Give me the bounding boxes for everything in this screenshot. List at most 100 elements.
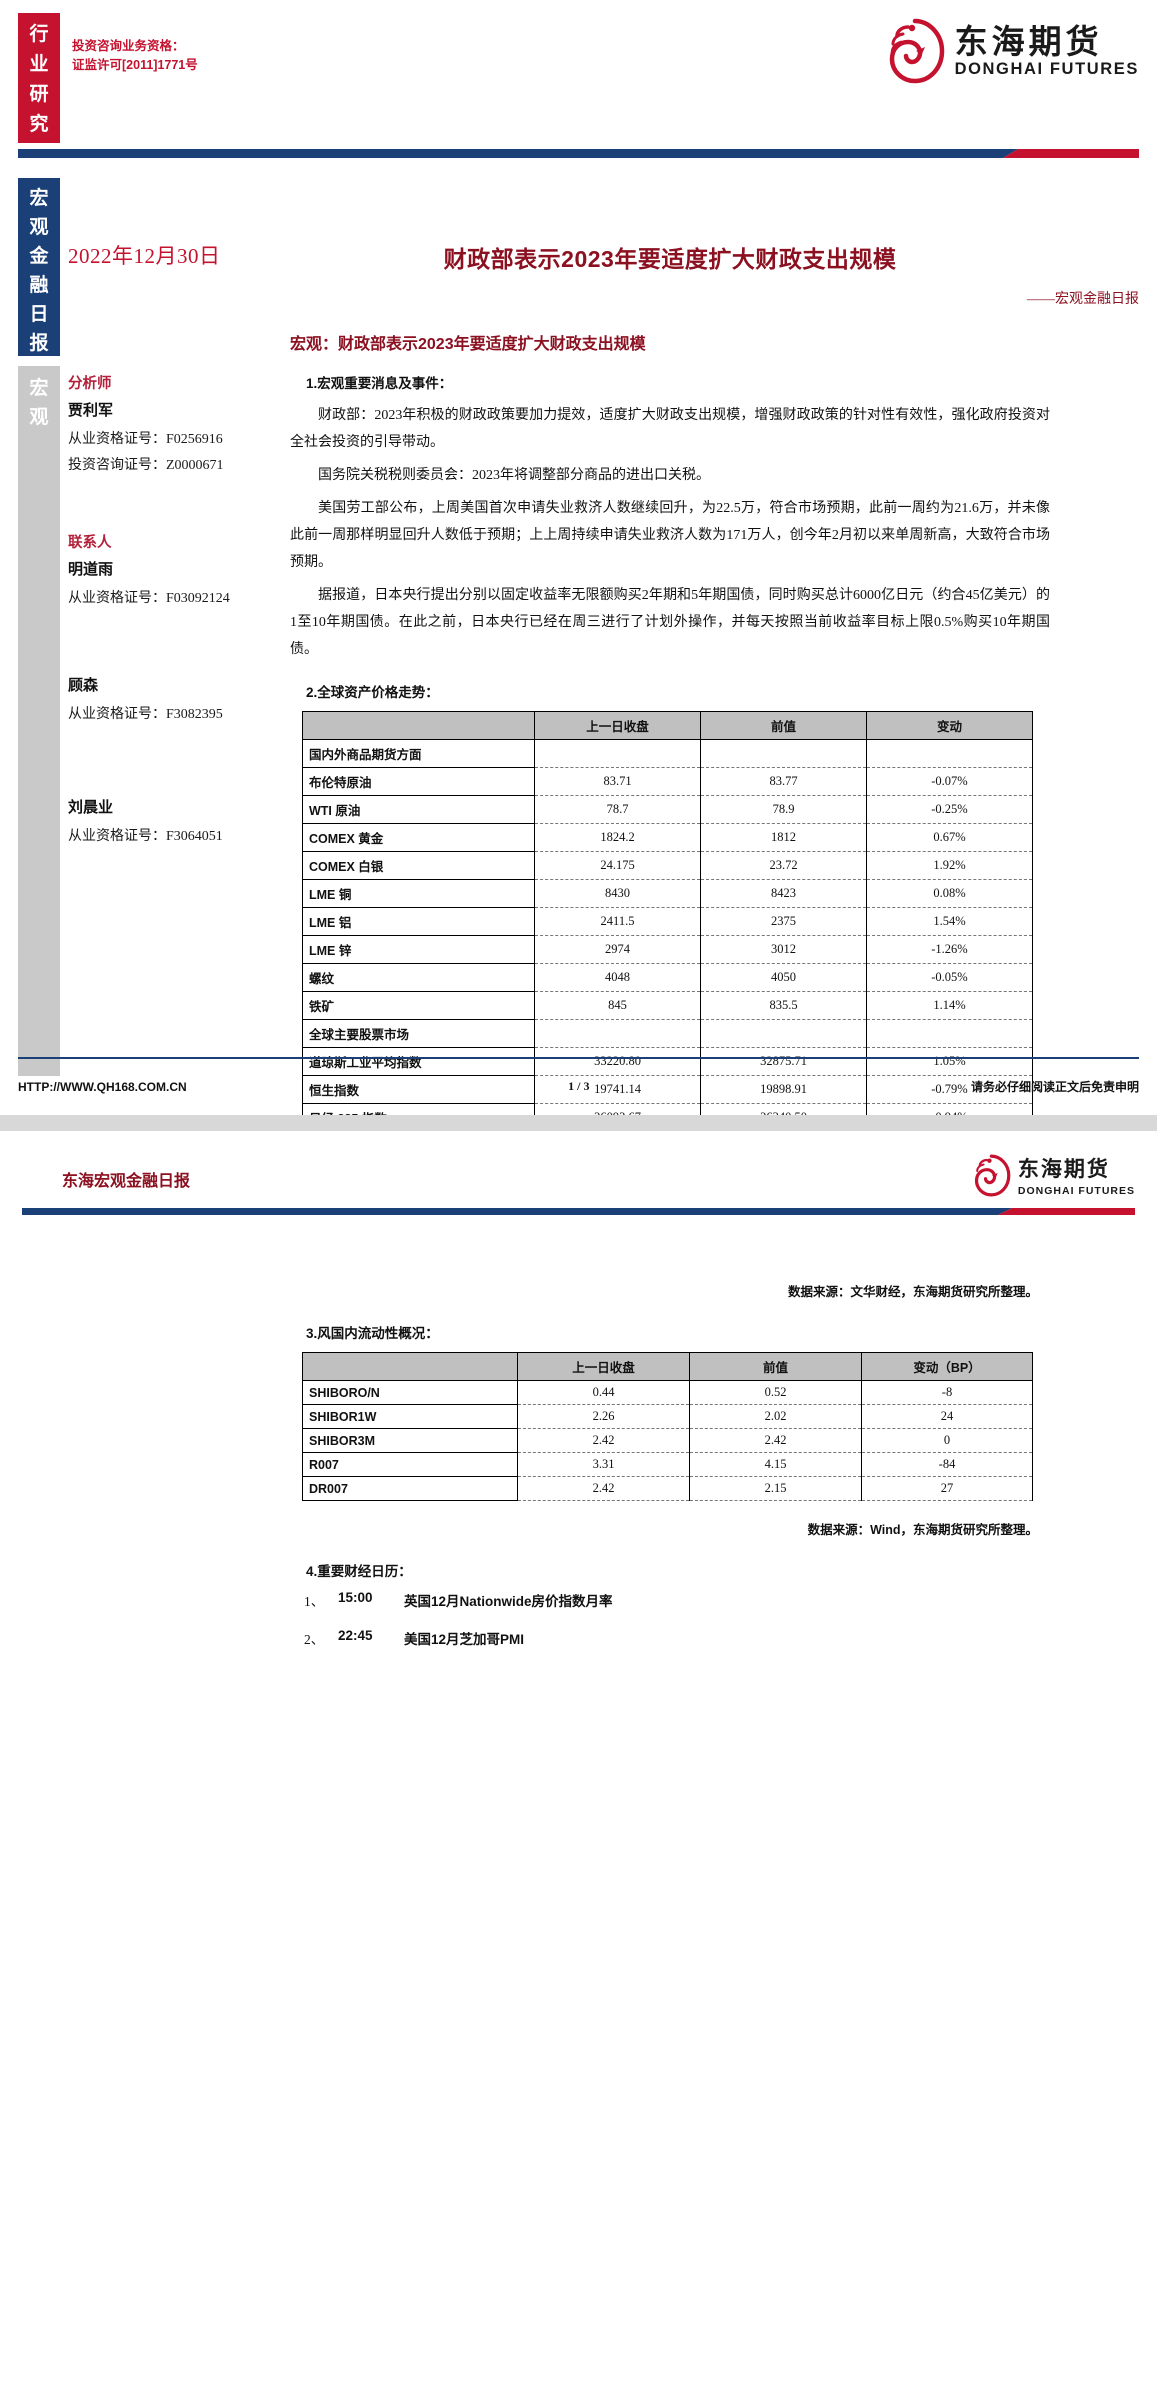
cell-asset-name: COMEX 白银 [302,851,535,880]
cell-close: 0.44 [517,1380,690,1405]
tab2-char-1: 宏 [29,188,49,209]
cell-close: 2.26 [517,1404,690,1429]
brand-name-en: DONGHAI FUTURES [1017,1185,1135,1197]
cell-close: 2411.5 [534,907,701,936]
analyst-block: 联系人 明道雨 从业资格证号：F03092124 [68,531,283,612]
section-title: 宏观：财政部表示2023年要适度扩大财政支出规模 [290,336,646,353]
tab3-char-1: 宏 [29,378,49,399]
tab-industry-research: 行 业 研 究 [18,13,60,143]
cell-close: 8430 [534,879,701,908]
page-number: 1 / 3 [568,1079,590,1093]
brand-name-cn: 东海期货 [1017,1158,1110,1181]
liquidity-table-wrap: 上一日收盘 前值 变动（BP） SHIBORO/N 0.44 0.52 -8 SHIBO… [302,1352,1033,1501]
analyst-cert: 从业资格证号：F3064051 [68,829,223,844]
cell-prev: 83.77 [700,767,867,796]
cell-asset-name: 全球主要股票市场 [302,1019,535,1048]
cell-rate-name: R007 [302,1452,518,1477]
cell-close: 1824.2 [534,823,701,852]
calendar-time: 15:00 [338,1590,373,1605]
calendar-event: 英国12月Nationwide房价指数月率 [404,1594,613,1609]
cell-close: 2.42 [517,1476,690,1501]
global-asset-price-table: 上一日收盘 前值 变动 国内外商品期货方面 布伦特原油 83.71 83.77 -0.0… [302,711,1033,1115]
cell-change: -0.07% [866,767,1033,796]
table-row: COMEX 白银 24.175 23.72 1.92% [302,851,1033,880]
table-row: SHIBORO/N 0.44 0.52 -8 [302,1380,1033,1405]
analyst-sidebar: 分析师 贾利军 从业资格证号：F0256916 投资咨询证号：Z0000671 … [68,372,283,884]
cell-prev: 8423 [700,879,867,908]
table-row: DR007 2.42 2.15 27 [302,1476,1033,1501]
cell-close: 2.42 [517,1428,690,1453]
liquidity-table: 上一日收盘 前值 变动（BP） SHIBORO/N 0.44 0.52 -8 SHIBO… [302,1352,1033,1501]
brand-logo: 东海期货 DONGHAI FUTURES [885,18,1139,84]
tab2-char-4: 融 [29,275,49,296]
cell-change: 1.14% [866,991,1033,1020]
tab-char-1: 行 [29,24,49,45]
cell-rate-name: SHIBOR1W [302,1404,518,1429]
cell-change: -8 [861,1380,1033,1405]
analyst-name: 明道雨 [68,561,114,578]
page-gap [0,1115,1157,1131]
cell-close: 78.7 [534,795,701,824]
dragon-logo-icon [889,18,944,84]
page2-divider-rule [22,1208,1135,1215]
cell-prev: 2.42 [689,1428,862,1453]
subsection-liquidity-heading: 3.风国内流动性概况： [306,1326,439,1341]
liquidity-table-body: SHIBORO/N 0.44 0.52 -8 SHIBOR1W 2.26 2.02 24 SHI… [302,1380,1033,1501]
table-row: 恒生指数 19741.14 19898.91 -0.79% [302,1075,1033,1104]
cell-asset-name: 布伦特原油 [302,767,535,796]
analyst-name: 顾森 [68,677,99,694]
cell-asset-name: 铁矿 [302,991,535,1020]
news-paragraph: 据报道，日本央行提出分别以固定收益率无限额购买2年期和5年期国债，同时购买总计6… [290,588,1050,657]
cell-close: 4048 [534,963,701,992]
footer-disclaimer: 请务必仔细阅读正文后免责申明 [970,1080,1139,1094]
cell-change: 27 [861,1476,1033,1501]
cell-prev [700,1019,867,1048]
qualification-line-1: 投资咨询业务资格： [72,39,185,53]
page-title: 财政部表示2023年要适度扩大财政支出规模 [443,246,897,272]
analyst-role: 分析师 [68,376,112,392]
tab2-char-6: 报 [29,333,49,354]
report-date: 2022年12月30日 [68,244,221,268]
footer-url[interactable]: HTTP://WWW.QH168.COM.CN [18,1079,187,1094]
table-row: LME 铜 8430 8423 0.08% [302,879,1033,908]
tab-char-4: 究 [29,114,49,135]
col-header-prev: 前值 [700,711,867,740]
table-row: COMEX 黄金 1824.2 1812 0.67% [302,823,1033,852]
cell-asset-name: LME 铜 [302,879,535,908]
cell-close: 19741.14 [534,1075,701,1104]
analyst-name: 贾利军 [68,402,114,419]
analyst-role: 联系人 [68,535,112,551]
cell-change: 0.67% [866,823,1033,852]
table-row: SHIBOR3M 2.42 2.42 0 [302,1428,1033,1453]
report-page-2: 东海宏观金融日报 东海期货 DONGHAI FUTURES 数据来源：文华财经，… [0,1131,1157,2390]
analyst-name: 刘晨业 [68,799,114,816]
analyst-cert: 投资咨询证号：Z0000671 [68,458,224,473]
cell-change: 1.54% [866,907,1033,936]
calendar-event: 美国12月芝加哥PMI [404,1632,525,1647]
cell-close: 26093.67 [534,1103,701,1115]
cell-change: 1.05% [866,1047,1033,1076]
cell-change: 24 [861,1404,1033,1429]
page2-brand-text: 东海期货 DONGHAI FUTURES [1018,1153,1135,1197]
analyst-block: 分析师 贾利军 从业资格证号：F0256916 投资咨询证号：Z0000671 [68,372,283,479]
cell-close [534,1019,701,1048]
cell-asset-name: 道琼斯工业平均指数 [302,1047,535,1076]
cell-prev [700,739,867,768]
news-paragraph: 美国劳工部公布，上周美国首次申请失业救济人数继续回升，为22.5万，符合市场预期… [290,501,1050,570]
page2-content: 数据来源：文华财经，东海期货研究所整理。 3.风国内流动性概况： 上一日收盘 前… [290,1281,1050,1666]
table-row: R007 3.31 4.15 -84 [302,1452,1033,1477]
page2-running-title: 东海宏观金融日报 [62,1173,191,1190]
cell-close: 33220.80 [534,1047,701,1076]
cell-prev: 26340.50 [700,1103,867,1115]
table-row: 布伦特原油 83.71 83.77 -0.07% [302,767,1033,796]
analyst-block: 顾森 从业资格证号：F3082395 [68,674,283,728]
tab2-char-5: 日 [29,304,49,325]
calendar-index: 2、 [304,1632,325,1647]
cell-prev: 2375 [700,907,867,936]
cell-change: 1.92% [866,851,1033,880]
cell-rate-name: SHIBOR3M [302,1428,518,1453]
cell-asset-name: LME 锌 [302,935,535,964]
table-row: LME 铝 2411.5 2375 1.54% [302,907,1033,936]
analyst-cert: 从业资格证号：F0256916 [68,432,223,447]
